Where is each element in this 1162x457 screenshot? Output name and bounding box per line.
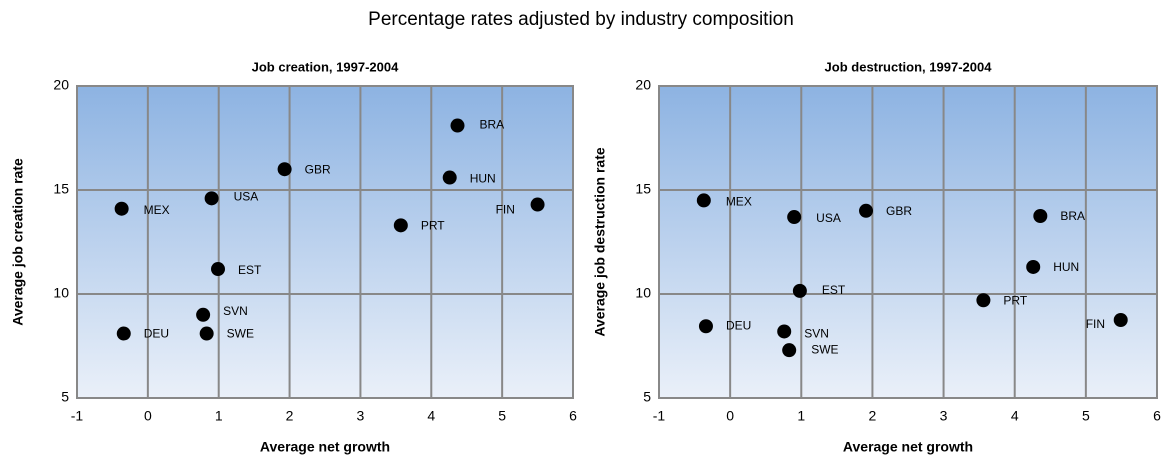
- y-tick-label: 15: [53, 181, 69, 197]
- y-tick-label: 5: [61, 389, 69, 405]
- x-tick-label: 5: [1082, 408, 1090, 424]
- point: [116, 326, 131, 341]
- point-label: SVN: [804, 327, 829, 341]
- x-tick-label: 4: [1011, 408, 1019, 424]
- point: [1113, 313, 1128, 327]
- x-axis-label: Average net growth: [843, 439, 973, 455]
- x-tick-label: 3: [357, 408, 365, 424]
- point-label: BRA: [480, 118, 505, 132]
- point: [204, 191, 219, 206]
- point: [698, 319, 713, 334]
- point-label: PRT: [421, 219, 445, 233]
- point-label: DEU: [144, 327, 169, 341]
- point: [777, 324, 792, 339]
- point-label: MEX: [144, 203, 170, 217]
- point-label: GBR: [305, 162, 331, 176]
- point: [393, 218, 408, 233]
- point-label: SWE: [811, 342, 838, 356]
- point: [277, 162, 292, 177]
- point-label: SVN: [223, 304, 248, 318]
- figure-title: Percentage rates adjusted by industry co…: [368, 9, 794, 30]
- point-label: FIN: [496, 203, 515, 217]
- point: [196, 307, 211, 322]
- point: [1026, 259, 1041, 274]
- point: [859, 203, 874, 218]
- x-tick-label: 5: [498, 408, 506, 424]
- point-label: HUN: [1053, 260, 1079, 274]
- point: [450, 118, 465, 133]
- chart-title: Job creation, 1997-2004: [252, 59, 399, 74]
- x-tick-label: 2: [869, 408, 877, 424]
- plot-area: [76, 85, 574, 399]
- point-label: EST: [822, 283, 846, 297]
- x-tick-label: 0: [726, 408, 734, 424]
- point: [442, 170, 457, 185]
- x-tick-label: 1: [797, 408, 805, 424]
- y-tick-label: 20: [635, 77, 651, 93]
- y-tick-label: 15: [635, 181, 651, 197]
- y-tick-label: 10: [53, 285, 69, 301]
- y-tick-label: 5: [643, 389, 651, 405]
- point: [787, 210, 802, 225]
- x-tick-label: 6: [1153, 408, 1161, 424]
- x-tick-label: -1: [71, 408, 84, 424]
- point: [1033, 209, 1048, 223]
- point-label: MEX: [726, 195, 752, 209]
- x-axis-label: Average net growth: [260, 439, 390, 455]
- point: [976, 293, 991, 308]
- x-tick-label: 0: [144, 408, 152, 424]
- point-label: PRT: [1003, 293, 1027, 307]
- point: [199, 326, 214, 341]
- point: [114, 201, 129, 216]
- point-label: GBR: [886, 204, 912, 218]
- chart-title: Job destruction, 1997-2004: [825, 59, 993, 74]
- point: [792, 283, 807, 298]
- y-axis-label: Average job destruction rate: [592, 147, 608, 337]
- point-label: SWE: [227, 327, 254, 341]
- y-axis-label: Average job creation rate: [10, 158, 26, 326]
- y-tick-label: 10: [635, 285, 651, 301]
- point: [782, 343, 797, 358]
- x-tick-label: 3: [940, 408, 948, 424]
- point-label: EST: [238, 263, 262, 277]
- point: [696, 193, 711, 208]
- x-tick-label: 1: [215, 408, 223, 424]
- y-tick-label: 20: [53, 77, 69, 93]
- x-tick-label: 4: [427, 408, 435, 424]
- point: [211, 262, 226, 277]
- point-label: USA: [816, 211, 841, 225]
- point-label: BRA: [1060, 209, 1085, 223]
- point-label: DEU: [726, 318, 751, 332]
- point-label: FIN: [1086, 317, 1105, 331]
- x-tick-label: -1: [653, 408, 666, 424]
- point-label: HUN: [470, 172, 496, 186]
- x-tick-label: 2: [286, 408, 294, 424]
- point-label: USA: [234, 189, 259, 203]
- plot-area: [658, 85, 1158, 399]
- point: [530, 197, 545, 212]
- x-tick-label: 6: [569, 408, 577, 424]
